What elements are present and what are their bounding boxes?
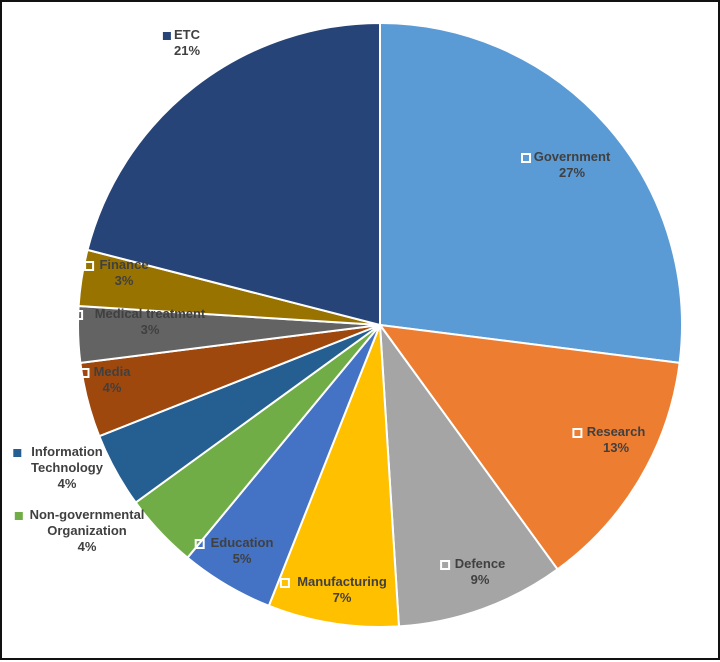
- slice-percent-information-technology: 4%: [58, 476, 77, 491]
- slice-name-government: Government: [534, 149, 611, 164]
- legend-marker-manufacturing: [279, 578, 290, 588]
- pie-slice-research: [377, 323, 681, 571]
- slice-name-medical-treatment: Medical treatment: [95, 306, 206, 321]
- slice-name-information-technology-line-2: Technology: [31, 460, 104, 475]
- legend-marker-research: [572, 428, 583, 438]
- slice-name-manufacturing: Manufacturing: [297, 574, 387, 589]
- legend-marker-education: [194, 539, 205, 549]
- slice-name-information-technology-line-1: Information: [31, 444, 103, 459]
- legend-marker-defence: [440, 560, 451, 570]
- slice-percent-non-governmental-organization: 4%: [78, 539, 97, 554]
- slice-name-education: Education: [211, 535, 274, 550]
- slice-name-non-governmental-organization-line-1: Non-governmental: [30, 507, 145, 522]
- slice-name-non-governmental-organization-line-2: Organization: [47, 523, 127, 538]
- legend-marker-finance: [84, 261, 95, 271]
- slice-percent-defence: 9%: [471, 572, 490, 587]
- pie-slices: [77, 21, 683, 628]
- pie-slice-etc: [86, 21, 381, 327]
- legend-marker-etc: [162, 32, 171, 40]
- legend-marker-non-governmental-organization: [14, 512, 23, 520]
- legend-marker-media: [79, 368, 90, 378]
- slice-percent-education: 5%: [233, 551, 252, 566]
- pie-slice-manufacturing: [267, 324, 401, 628]
- legend-marker-medical-treatment: [73, 310, 84, 320]
- slice-name-etc: ETC: [174, 27, 201, 42]
- slice-percent-media: 4%: [103, 380, 122, 395]
- slice-percent-manufacturing: 7%: [333, 590, 352, 605]
- slice-percent-medical-treatment: 3%: [141, 322, 160, 337]
- slice-percent-etc: 21%: [174, 43, 200, 58]
- slice-name-research: Research: [587, 424, 646, 439]
- legend-marker-information-technology: [13, 449, 22, 457]
- slice-percent-research: 13%: [603, 440, 629, 455]
- pie-slice-defence: [378, 321, 559, 628]
- pie-slice-government: [379, 21, 683, 364]
- slice-percent-government: 27%: [559, 165, 585, 180]
- slice-name-media: Media: [94, 364, 132, 379]
- slice-percent-finance: 3%: [115, 273, 134, 288]
- slice-name-finance: Finance: [99, 257, 148, 272]
- legend-marker-government: [521, 153, 531, 163]
- slice-name-defence: Defence: [455, 556, 506, 571]
